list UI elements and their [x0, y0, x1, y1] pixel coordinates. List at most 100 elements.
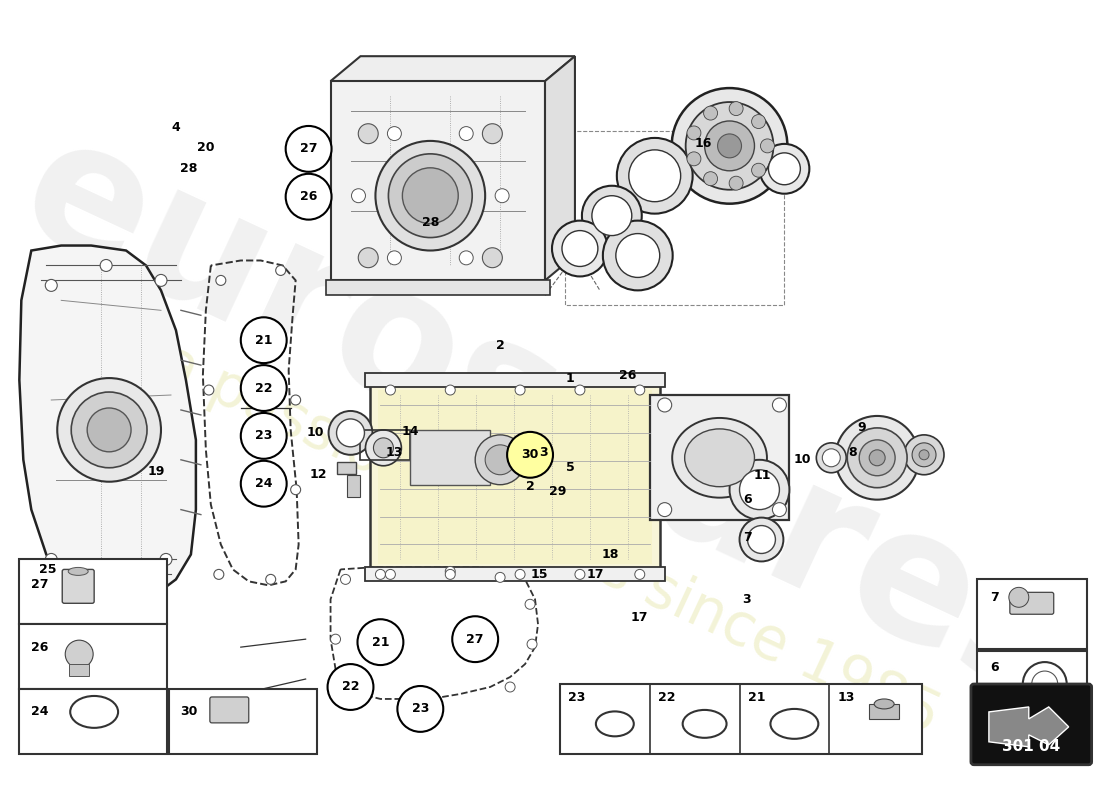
Circle shape — [45, 554, 57, 566]
Circle shape — [527, 639, 537, 649]
Circle shape — [751, 163, 766, 178]
Ellipse shape — [672, 418, 767, 498]
Circle shape — [751, 114, 766, 129]
Text: 8: 8 — [848, 446, 857, 459]
Circle shape — [375, 570, 385, 579]
Text: 7: 7 — [990, 591, 999, 604]
Text: 30: 30 — [521, 448, 539, 462]
Circle shape — [505, 682, 515, 692]
Circle shape — [216, 275, 225, 286]
Text: 2: 2 — [526, 480, 535, 493]
Text: 22: 22 — [658, 691, 675, 705]
Circle shape — [337, 419, 364, 447]
Text: 30: 30 — [180, 706, 198, 718]
FancyBboxPatch shape — [63, 570, 95, 603]
Circle shape — [835, 416, 920, 500]
Circle shape — [1009, 587, 1028, 607]
Circle shape — [385, 570, 395, 579]
Circle shape — [403, 168, 459, 224]
Ellipse shape — [68, 567, 88, 575]
Circle shape — [365, 430, 402, 466]
Circle shape — [616, 234, 660, 278]
Text: 29: 29 — [549, 485, 566, 498]
Circle shape — [729, 176, 744, 190]
Circle shape — [769, 153, 801, 185]
Circle shape — [515, 570, 525, 579]
Circle shape — [552, 221, 608, 277]
Circle shape — [286, 126, 331, 172]
Circle shape — [57, 378, 161, 482]
Circle shape — [387, 251, 402, 265]
Bar — [69, 664, 89, 676]
Circle shape — [575, 385, 585, 395]
Circle shape — [452, 616, 498, 662]
Text: 24: 24 — [255, 478, 273, 490]
Circle shape — [525, 599, 535, 610]
Bar — [977, 651, 1087, 721]
Circle shape — [485, 445, 515, 474]
Text: 24: 24 — [31, 706, 48, 718]
Circle shape — [847, 428, 907, 488]
Text: 12: 12 — [310, 468, 328, 482]
Circle shape — [617, 138, 693, 214]
Text: 16: 16 — [695, 138, 713, 150]
Bar — [410, 430, 491, 485]
Circle shape — [686, 152, 701, 166]
Text: 21: 21 — [748, 691, 766, 705]
Text: 23: 23 — [411, 702, 429, 715]
Circle shape — [155, 274, 167, 286]
Text: 20: 20 — [197, 142, 215, 154]
Circle shape — [739, 518, 783, 562]
Text: 23: 23 — [255, 430, 273, 442]
Text: 1: 1 — [565, 371, 574, 385]
Circle shape — [341, 574, 351, 584]
Circle shape — [72, 392, 147, 468]
Ellipse shape — [684, 429, 755, 486]
Circle shape — [635, 570, 645, 579]
Circle shape — [582, 186, 641, 246]
Text: 11: 11 — [754, 470, 771, 482]
Polygon shape — [331, 81, 544, 281]
Circle shape — [515, 385, 525, 395]
Circle shape — [65, 640, 94, 668]
Circle shape — [359, 248, 378, 268]
Circle shape — [331, 634, 341, 644]
Circle shape — [739, 470, 780, 510]
Circle shape — [241, 365, 287, 411]
Circle shape — [686, 126, 701, 140]
FancyBboxPatch shape — [210, 697, 249, 723]
Text: 28: 28 — [180, 162, 198, 175]
Circle shape — [869, 450, 886, 466]
Circle shape — [704, 172, 717, 186]
Circle shape — [276, 266, 286, 275]
Circle shape — [45, 279, 57, 291]
Circle shape — [635, 385, 645, 395]
Circle shape — [859, 440, 895, 476]
Text: 3: 3 — [742, 593, 751, 606]
Text: 3: 3 — [539, 446, 548, 459]
Circle shape — [358, 619, 404, 665]
Circle shape — [160, 554, 172, 566]
Polygon shape — [989, 707, 1069, 746]
Bar — [169, 689, 317, 754]
Text: 26: 26 — [300, 190, 317, 203]
Text: 28: 28 — [421, 216, 439, 229]
Circle shape — [352, 189, 365, 202]
Circle shape — [603, 221, 673, 290]
Text: 26: 26 — [619, 369, 637, 382]
Circle shape — [592, 196, 631, 235]
Text: 15: 15 — [530, 568, 548, 581]
Text: 7: 7 — [744, 531, 752, 544]
Circle shape — [426, 689, 436, 699]
Polygon shape — [72, 594, 151, 614]
Circle shape — [748, 526, 775, 554]
Text: 26: 26 — [31, 641, 48, 654]
Circle shape — [100, 259, 112, 271]
Polygon shape — [378, 390, 651, 565]
Circle shape — [373, 438, 394, 458]
Polygon shape — [371, 385, 660, 570]
Text: 13: 13 — [386, 446, 403, 459]
Circle shape — [705, 121, 755, 170]
FancyBboxPatch shape — [1010, 592, 1054, 614]
Circle shape — [704, 106, 717, 120]
